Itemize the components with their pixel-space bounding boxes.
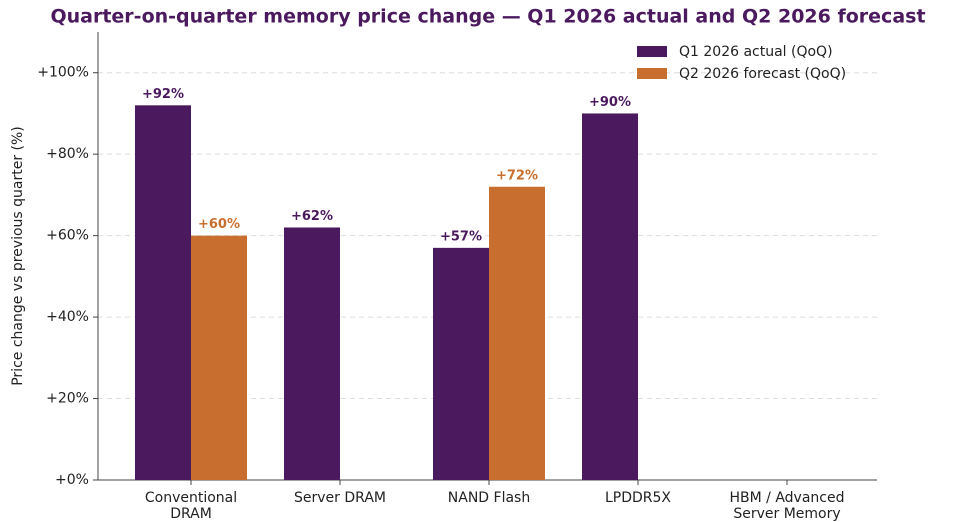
bar <box>191 235 247 480</box>
data-label: +90% <box>589 95 631 110</box>
x-tick-label: Conventional DRAM <box>144 490 238 522</box>
bar <box>582 113 638 481</box>
y-tick-label: +20% <box>46 391 89 407</box>
legend-label: Q1 2026 actual (QoQ) <box>679 44 833 60</box>
y-tick-label: +100% <box>37 65 89 81</box>
data-label: +92% <box>142 87 184 102</box>
y-tick-label: +0% <box>55 472 89 488</box>
y-tick-label: +40% <box>46 309 89 325</box>
x-tick-label: LPDDR5X <box>604 490 672 506</box>
y-axis-label: Price change vs previous quarter (%) <box>10 126 26 386</box>
legend-swatch <box>637 68 667 79</box>
data-label: +57% <box>440 229 482 244</box>
y-tick-label: +60% <box>46 228 89 244</box>
bar <box>489 186 545 480</box>
chart-title: Quarter-on-quarter memory price change —… <box>50 6 925 28</box>
data-label: +72% <box>496 168 538 183</box>
legend-swatch <box>637 46 667 57</box>
x-tick-label: NAND Flash <box>447 490 531 506</box>
x-tick-label: Server DRAM <box>294 490 386 506</box>
bar <box>433 247 489 480</box>
bar <box>135 105 191 481</box>
data-label: +60% <box>198 217 240 232</box>
data-label: +62% <box>291 209 333 224</box>
legend-label: Q2 2026 forecast (QoQ) <box>679 66 846 82</box>
x-tick-label: HBM / Advanced Server Memory <box>729 490 845 522</box>
bar <box>284 227 340 480</box>
y-tick-label: +80% <box>46 146 89 162</box>
